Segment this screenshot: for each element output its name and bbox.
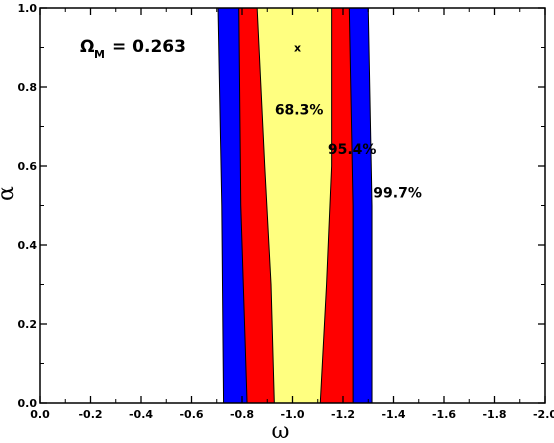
y-tick-label: 0.4 [18,239,38,252]
y-axis-label: α [0,186,19,201]
y-tick-label: 0.0 [18,397,38,410]
omega-value: = 0.263 [112,37,186,57]
omega-m-annotation: Ω M = 0.263 [80,37,186,61]
best-fit-marker: x [294,42,301,55]
contour-label: 95.4% [328,142,377,158]
x-tick-label: -2.0 [533,408,554,421]
x-tick-label: -1.4 [381,408,405,421]
x-tick-label: -1.8 [482,408,506,421]
x-tick-label: -1.0 [280,408,304,421]
contour-label: 99.7% [373,186,422,202]
x-tick-label: -0.6 [179,408,203,421]
axis-ticks: 0.0 -0.2 -0.4 -0.6 -0.8 -1.0 -1.2 -1.4 -1.6 -1.8 -… [18,2,554,421]
y-tick-label: 0.6 [18,160,38,173]
x-tick-label: -0.2 [78,408,102,421]
x-tick-label: 0.0 [30,408,50,421]
y-tick-label: 1.0 [18,2,38,15]
confidence-regions [217,7,373,404]
x-tick-label: -1.6 [432,408,456,421]
x-tick-label: -1.2 [331,408,355,421]
y-tick-label: 0.8 [18,81,38,94]
contour-labels: 99.7% 95.4% 68.3% [275,103,422,202]
x-tick-label: -0.8 [230,408,254,421]
y-tick-label: 0.2 [18,318,38,331]
contour-label: 68.3% [275,103,324,119]
x-tick-label: -0.4 [129,408,153,421]
omega-symbol: Ω [80,37,94,57]
x-axis-label: ω [272,419,290,443]
omega-subscript: M [94,48,105,61]
